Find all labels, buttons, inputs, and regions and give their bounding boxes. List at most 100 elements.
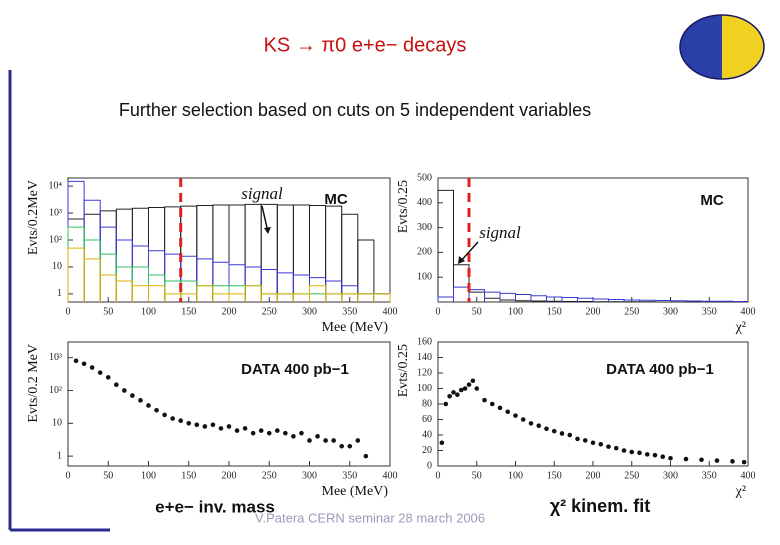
data-point (575, 437, 580, 442)
x-tick-label: 0 (66, 470, 71, 481)
y-tick-label: 10 (52, 261, 62, 272)
y-axis-label: Evts/0.2MeV (26, 180, 41, 255)
y-tick-label: 10 (52, 418, 62, 429)
data-point (122, 388, 127, 393)
data-point (440, 440, 445, 445)
x-tick-label: 100 (141, 470, 156, 481)
data-point (629, 450, 634, 455)
data-point (267, 431, 272, 436)
data-point (467, 382, 472, 387)
y-tick-label: 120 (417, 367, 432, 378)
data-point (275, 428, 280, 433)
data-point (455, 392, 460, 397)
fit-caption: χ² kinem. fit (550, 496, 650, 516)
data-point (742, 460, 747, 465)
data-point (614, 446, 619, 451)
data-point (684, 457, 689, 462)
data-point (653, 453, 658, 458)
data-point (307, 438, 312, 443)
x-tick-label: 200 (586, 470, 601, 481)
y-tick-label: 40 (422, 429, 432, 440)
x-tick-label: 150 (181, 470, 196, 481)
x-tick-label: 400 (383, 306, 398, 317)
x-tick-label: 100 (508, 470, 523, 481)
data-point (219, 426, 224, 431)
y-tick-label: 1 (57, 450, 62, 461)
x-tick-label: 350 (702, 470, 717, 481)
x-tick-label: 100 (141, 306, 156, 317)
x-tick-label: 400 (741, 306, 756, 317)
x-axis-label: Mee (MeV) (322, 484, 389, 499)
data-point (186, 421, 191, 426)
data-point (529, 421, 534, 426)
x-tick-label: 400 (741, 470, 756, 481)
data-point (130, 393, 135, 398)
x-tick-label: 250 (624, 306, 639, 317)
x-tick-label: 50 (103, 470, 113, 481)
data-point (203, 424, 208, 429)
x-tick-label: 400 (383, 470, 398, 481)
data-point (195, 423, 200, 428)
data-point (474, 386, 479, 391)
y-tick-label: 400 (417, 197, 432, 208)
data-point (162, 413, 167, 418)
y-tick-label: 160 (417, 336, 432, 347)
data-point (567, 433, 572, 438)
x-tick-label: 350 (342, 306, 357, 317)
data-point (138, 398, 143, 403)
x-tick-label: 0 (436, 306, 441, 317)
y-tick-label: 500 (417, 172, 432, 183)
data-point (645, 452, 650, 457)
data-point (235, 428, 240, 433)
y-tick-label: 80 (422, 398, 432, 409)
data-point (513, 413, 518, 418)
x-tick-label: 150 (547, 470, 562, 481)
data-point (560, 431, 565, 436)
data-point (323, 438, 328, 443)
x-tick-label: 200 (222, 470, 237, 481)
y-tick-label: 20 (422, 445, 432, 456)
data-point (715, 458, 720, 463)
x-tick-label: 200 (222, 306, 237, 317)
x-tick-label: 50 (103, 306, 113, 317)
data-point (283, 431, 288, 436)
data-point (243, 426, 248, 431)
data-point (291, 434, 296, 439)
data-point (552, 429, 557, 434)
x-tick-label: 250 (624, 470, 639, 481)
y-tick-label: 200 (417, 247, 432, 258)
y-tick-label: 10² (49, 385, 62, 396)
data-point (443, 402, 448, 407)
x-tick-label: 300 (663, 470, 678, 481)
data-point (347, 444, 352, 449)
data-point (227, 424, 232, 429)
y-tick-label: 1 (57, 288, 62, 299)
x-tick-label: 50 (472, 470, 482, 481)
x-tick-label: 100 (508, 306, 523, 317)
data-point (315, 434, 320, 439)
data-point (471, 378, 476, 383)
y-axis-label: Evts/0.25 (396, 180, 411, 233)
data-point (699, 458, 704, 463)
x-tick-label: 250 (262, 470, 277, 481)
annotation: signal (241, 184, 283, 203)
x-tick-label: 350 (702, 306, 717, 317)
y-tick-label: 300 (417, 222, 432, 233)
annotation: MC (324, 191, 347, 208)
x-tick-label: 200 (586, 306, 601, 317)
data-point (637, 451, 642, 456)
data-point (730, 459, 735, 464)
y-tick-label: 10³ (49, 207, 62, 218)
data-point (544, 427, 549, 432)
y-tick-label: 60 (422, 414, 432, 425)
data-point (668, 456, 673, 461)
data-point (482, 398, 487, 403)
annotation: DATA 400 pb−1 (241, 361, 349, 378)
y-tick-label: 0 (427, 460, 432, 471)
x-axis-label: χ² (735, 320, 746, 335)
y-tick-label: 10⁴ (49, 180, 63, 191)
y-tick-label: 100 (417, 383, 432, 394)
data-point (364, 454, 369, 459)
data-point (622, 448, 627, 453)
